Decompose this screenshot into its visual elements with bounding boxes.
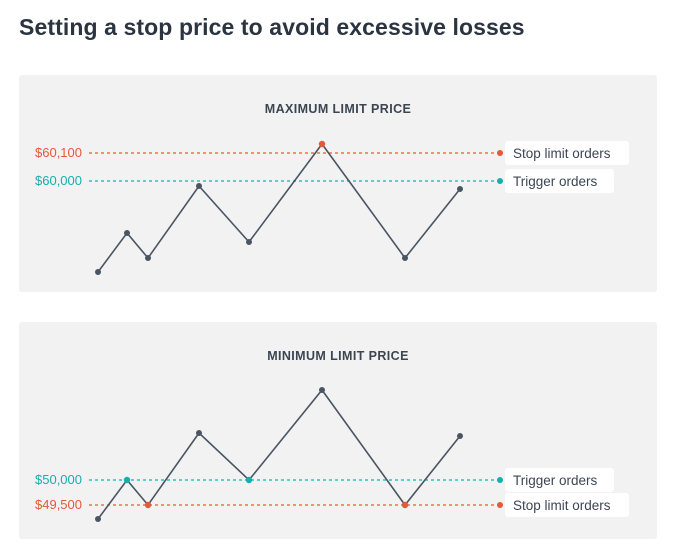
price-point bbox=[457, 433, 463, 439]
trigger-tag-label: Trigger orders bbox=[513, 473, 598, 488]
trigger-line-end-dot bbox=[497, 477, 503, 483]
stop-price-label: $60,100 bbox=[35, 145, 82, 160]
max-limit-diagram: MAXIMUM LIMIT PRICE $60,100 $60,000 Stop… bbox=[35, 102, 629, 275]
price-point bbox=[196, 430, 202, 436]
max-limit-panel: MAXIMUM LIMIT PRICE $60,100 $60,000 Stop… bbox=[19, 75, 657, 292]
stop-hit-point bbox=[144, 501, 152, 509]
price-path bbox=[97, 388, 461, 520]
min-limit-panel: MINIMUM LIMIT PRICE $50,000 $49,500 Trig… bbox=[19, 322, 657, 539]
price-point bbox=[457, 186, 463, 192]
stop-price-label: $49,500 bbox=[35, 497, 82, 512]
price-point bbox=[402, 255, 408, 261]
stop-line-end-dot bbox=[497, 150, 503, 156]
stop-tag-box bbox=[505, 141, 629, 165]
price-point bbox=[124, 230, 130, 236]
trigger-line-end-dot bbox=[497, 178, 503, 184]
panel-heading: MINIMUM LIMIT PRICE bbox=[267, 349, 409, 363]
stop-line-end-dot bbox=[497, 502, 503, 508]
trigger-price-label: $50,000 bbox=[35, 472, 82, 487]
stop-tag-label: Stop limit orders bbox=[513, 146, 611, 161]
trigger-price-label: $60,000 bbox=[35, 173, 82, 188]
price-point bbox=[95, 516, 101, 522]
trigger-tag-box bbox=[505, 169, 614, 193]
stop-tag-box bbox=[505, 493, 629, 517]
stop-tag-label: Stop limit orders bbox=[513, 498, 611, 513]
price-point bbox=[196, 183, 202, 189]
min-limit-diagram: MINIMUM LIMIT PRICE $50,000 $49,500 Trig… bbox=[35, 349, 629, 522]
stop-hit-point bbox=[318, 140, 326, 148]
stop-hit-point bbox=[401, 501, 409, 509]
price-path bbox=[97, 142, 461, 273]
trigger-hit-point bbox=[245, 476, 253, 484]
price-point bbox=[145, 255, 151, 261]
panel-heading: MAXIMUM LIMIT PRICE bbox=[265, 102, 411, 116]
trigger-hit-point bbox=[123, 476, 131, 484]
price-point bbox=[95, 269, 101, 275]
trigger-tag-box bbox=[505, 468, 614, 492]
page-title: Setting a stop price to avoid excessive … bbox=[19, 14, 525, 40]
price-point bbox=[319, 387, 325, 393]
trigger-tag-label: Trigger orders bbox=[513, 174, 598, 189]
price-point bbox=[246, 239, 252, 245]
